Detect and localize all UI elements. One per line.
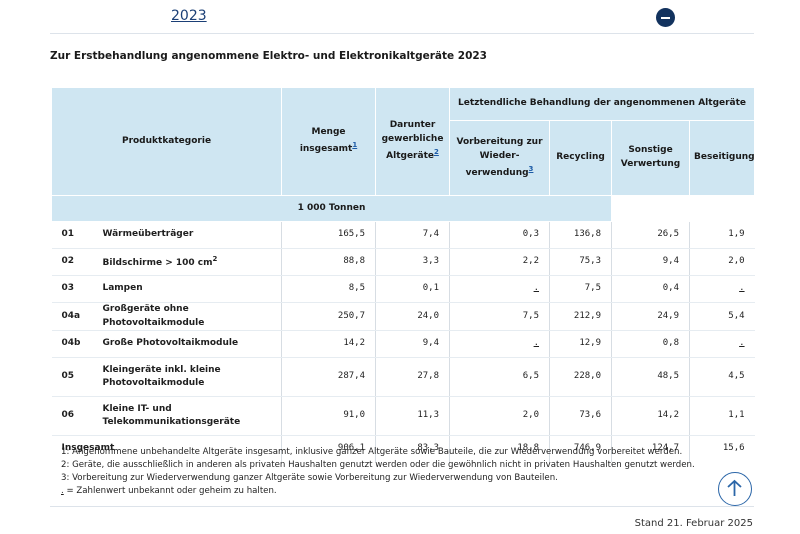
header-vorbereitung: Vorbereitung zur Wieder-verwendung3 — [449, 120, 551, 196]
total-vorbereitung: 18,8 — [449, 435, 550, 462]
cell-vorbereitung: . — [449, 275, 550, 303]
total-darunter: 83,3 — [375, 435, 450, 462]
cell-menge: 88,8 — [281, 248, 376, 276]
header-sonstige: Sonstige Verwertung — [611, 120, 691, 196]
footnote-link-3[interactable]: 3 — [528, 164, 534, 173]
arrow-up-icon — [727, 479, 742, 496]
footnote-2: 2: Geräte, die ausschließlich in anderen… — [61, 460, 695, 470]
cell-recycling: 12,9 — [549, 330, 612, 358]
cell-menge: 14,2 — [281, 330, 376, 358]
cell-menge: 8,5 — [281, 275, 376, 303]
total-row: Insgesamt 906,1 83,3 18,8 746,9 124,7 15,6 — [51, 435, 755, 462]
header-menge: Menge insgesamt1 — [281, 87, 377, 196]
row-code: 04b — [51, 330, 103, 358]
scroll-top-button[interactable] — [718, 472, 752, 506]
total-menge: 906,1 — [281, 435, 376, 462]
row-code: 03 — [51, 275, 103, 303]
header-produktkategorie: Produktkategorie — [50, 87, 283, 196]
cell-darunter: 3,3 — [375, 248, 450, 276]
table-row: 04a Großgeräte ohne Photovoltaikmodule 250… — [51, 302, 755, 331]
total-beseitigung: 15,6 — [689, 435, 755, 462]
cell-darunter: 11,3 — [375, 396, 450, 436]
row-code: 04a — [51, 302, 103, 331]
minus-icon — [661, 16, 670, 19]
cell-recycling: 228,0 — [549, 357, 612, 397]
row-code: 02 — [51, 248, 103, 276]
header-darunter: Darunter gewerbliche Altgeräte2 — [375, 87, 451, 196]
cell-vorbereitung: 7,5 — [449, 302, 550, 331]
row-code: 06 — [51, 396, 103, 436]
cell-sonstige: 14,2 — [611, 396, 690, 436]
row-code: 01 — [51, 221, 103, 249]
cell-beseitigung: 1,9 — [689, 221, 755, 249]
cell-menge: 287,4 — [281, 357, 376, 397]
year-link[interactable]: 2023 — [171, 8, 207, 24]
row-code: 05 — [51, 357, 103, 397]
table-row: 04b Große Photovoltaikmodule 14,2 9,4. 12,9 0… — [51, 330, 755, 358]
table-row: 06 Kleine IT- und Telekommunikationsgerät… — [51, 396, 755, 436]
footnote-1: 1: Angenommene unbehandelte Altgeräte in… — [61, 447, 683, 457]
header-beseitigung: Beseitigung — [689, 120, 756, 196]
footnote-3: 3: Vorbereitung zur Wiederverwendung gan… — [61, 473, 558, 483]
cell-sonstige: 26,5 — [611, 221, 690, 249]
header-recycling: Recycling — [549, 120, 613, 196]
footnotes: 1: Angenommene unbehandelte Altgeräte in… — [61, 446, 695, 498]
footnote-link-1[interactable]: 1 — [352, 141, 358, 149]
cell-recycling: 7,5 — [549, 275, 612, 303]
cell-recycling: 212,9 — [549, 302, 612, 331]
cell-darunter: 27,8 — [375, 357, 450, 397]
data-table: Produktkategorie Menge insgesamt1 Darunt… — [50, 86, 756, 462]
cell-recycling: 73,6 — [549, 396, 612, 436]
cell-sonstige: 48,5 — [611, 357, 690, 397]
table-row: 02 Bildschirme > 100 cm2 88,8 3,3 2,2 75,3 9,4… — [51, 248, 755, 276]
cell-sonstige: 9,4 — [611, 248, 690, 276]
cell-sonstige: 24,9 — [611, 302, 690, 331]
cell-vorbereitung: 6,5 — [449, 357, 550, 397]
row-label: Großgeräte ohne Photovoltaikmodule — [102, 302, 282, 331]
row-label: Kleingeräte inkl. kleine Photovoltaikmod… — [102, 357, 282, 397]
cell-vorbereitung: 0,3 — [449, 221, 550, 249]
row-label: Kleine IT- und Telekommunikationsgeräte — [102, 396, 282, 436]
divider — [50, 506, 754, 507]
cell-beseitigung: . — [689, 330, 755, 358]
cell-sonstige: 0,8 — [611, 330, 690, 358]
cell-menge: 91,0 — [281, 396, 376, 436]
table-title: Zur Erstbehandlung angenommene Elektro- … — [50, 50, 487, 62]
cell-menge: 165,5 — [281, 221, 376, 249]
cell-beseitigung: 1,1 — [689, 396, 755, 436]
cell-vorbereitung: . — [449, 330, 550, 358]
cell-darunter: 7,4 — [375, 221, 450, 249]
cell-beseitigung: . — [689, 275, 755, 303]
stand-date: Stand 21. Februar 2025 — [634, 518, 753, 529]
table-row: 05 Kleingeräte inkl. kleine Photovoltaikm… — [51, 357, 755, 397]
footnote-dot: . = Zahlenwert unbekannt oder geheim zu … — [61, 486, 277, 496]
row-label: Große Photovoltaikmodule — [102, 330, 282, 358]
cell-beseitigung: 4,5 — [689, 357, 755, 397]
cell-darunter: 9,4 — [375, 330, 450, 358]
total-sonstige: 124,7 — [611, 435, 690, 462]
row-label: Bildschirme > 100 cm2 — [102, 248, 282, 276]
cell-beseitigung: 5,4 — [689, 302, 755, 331]
cell-vorbereitung: 2,2 — [449, 248, 550, 276]
cell-vorbereitung: 2,0 — [449, 396, 550, 436]
cell-recycling: 75,3 — [549, 248, 612, 276]
table-row: 03 Lampen 8,5 0,1. 7,5 0,4. — [51, 275, 755, 303]
header-unit: 1 000 Tonnen — [50, 195, 613, 222]
cell-darunter: 24,0 — [375, 302, 450, 331]
row-label: Wärmeüberträger — [102, 221, 282, 249]
cell-menge: 250,7 — [281, 302, 376, 331]
header-letztendlich: Letztendliche Behandlung der angenommene… — [449, 86, 756, 122]
divider — [50, 33, 754, 34]
row-label: Lampen — [102, 275, 282, 303]
collapse-button[interactable] — [656, 8, 675, 27]
cell-recycling: 136,8 — [549, 221, 612, 249]
total-recycling: 746,9 — [549, 435, 612, 462]
cell-beseitigung: 2,0 — [689, 248, 755, 276]
table-row: 01 Wärmeüberträger 165,5 7,4 0,3 136,8 26,5 1,9 — [51, 221, 755, 249]
total-label: Insgesamt — [51, 435, 282, 462]
cell-darunter: 0,1 — [375, 275, 450, 303]
footnote-link-2[interactable]: 2 — [433, 147, 439, 156]
cell-sonstige: 0,4 — [611, 275, 690, 303]
